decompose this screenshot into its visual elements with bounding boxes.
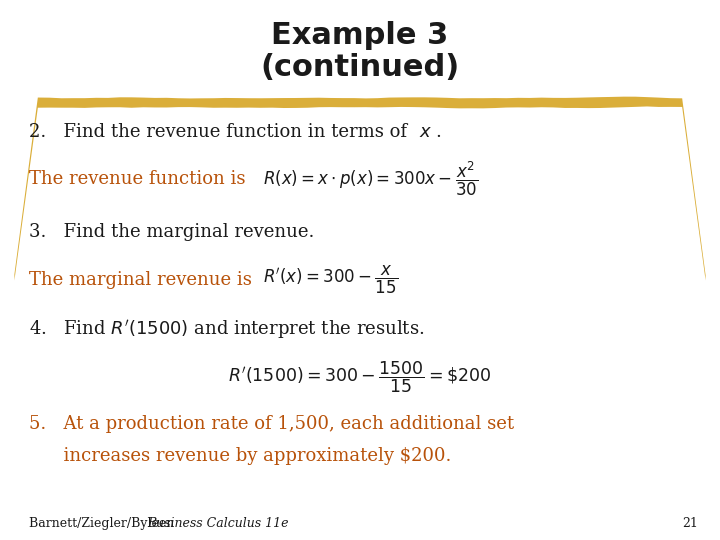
Text: (continued): (continued): [261, 53, 459, 82]
Text: 5.   At a production rate of 1,500, each additional set: 5. At a production rate of 1,500, each a…: [29, 415, 514, 433]
Text: .: .: [435, 123, 441, 141]
Text: $x$: $x$: [419, 123, 433, 141]
Text: $R'(1500) = 300 - \dfrac{1500}{15} = \$200$: $R'(1500) = 300 - \dfrac{1500}{15} = \$2…: [228, 359, 492, 395]
Text: Business Calculus 11e: Business Calculus 11e: [148, 517, 289, 530]
Polygon shape: [14, 97, 706, 280]
Text: 4.   Find $R'(1500)$ and interpret the results.: 4. Find $R'(1500)$ and interpret the res…: [29, 318, 424, 341]
Text: 2.   Find the revenue function in terms of: 2. Find the revenue function in terms of: [29, 123, 413, 141]
Text: $R(x) = x \cdot p(x) = 300x - \dfrac{x^2}{30}$: $R(x) = x \cdot p(x) = 300x - \dfrac{x^2…: [263, 160, 478, 198]
Text: Barnett/Ziegler/Byleen: Barnett/Ziegler/Byleen: [29, 517, 178, 530]
Text: increases revenue by approximately $200.: increases revenue by approximately $200.: [29, 447, 451, 465]
Text: The marginal revenue is: The marginal revenue is: [29, 271, 252, 289]
Text: The revenue function is: The revenue function is: [29, 170, 246, 188]
Text: 21: 21: [683, 517, 698, 530]
Text: 3.   Find the marginal revenue.: 3. Find the marginal revenue.: [29, 223, 314, 241]
Text: $R'(x) = 300 - \dfrac{x}{15}$: $R'(x) = 300 - \dfrac{x}{15}$: [263, 264, 398, 296]
Text: Example 3: Example 3: [271, 21, 449, 50]
